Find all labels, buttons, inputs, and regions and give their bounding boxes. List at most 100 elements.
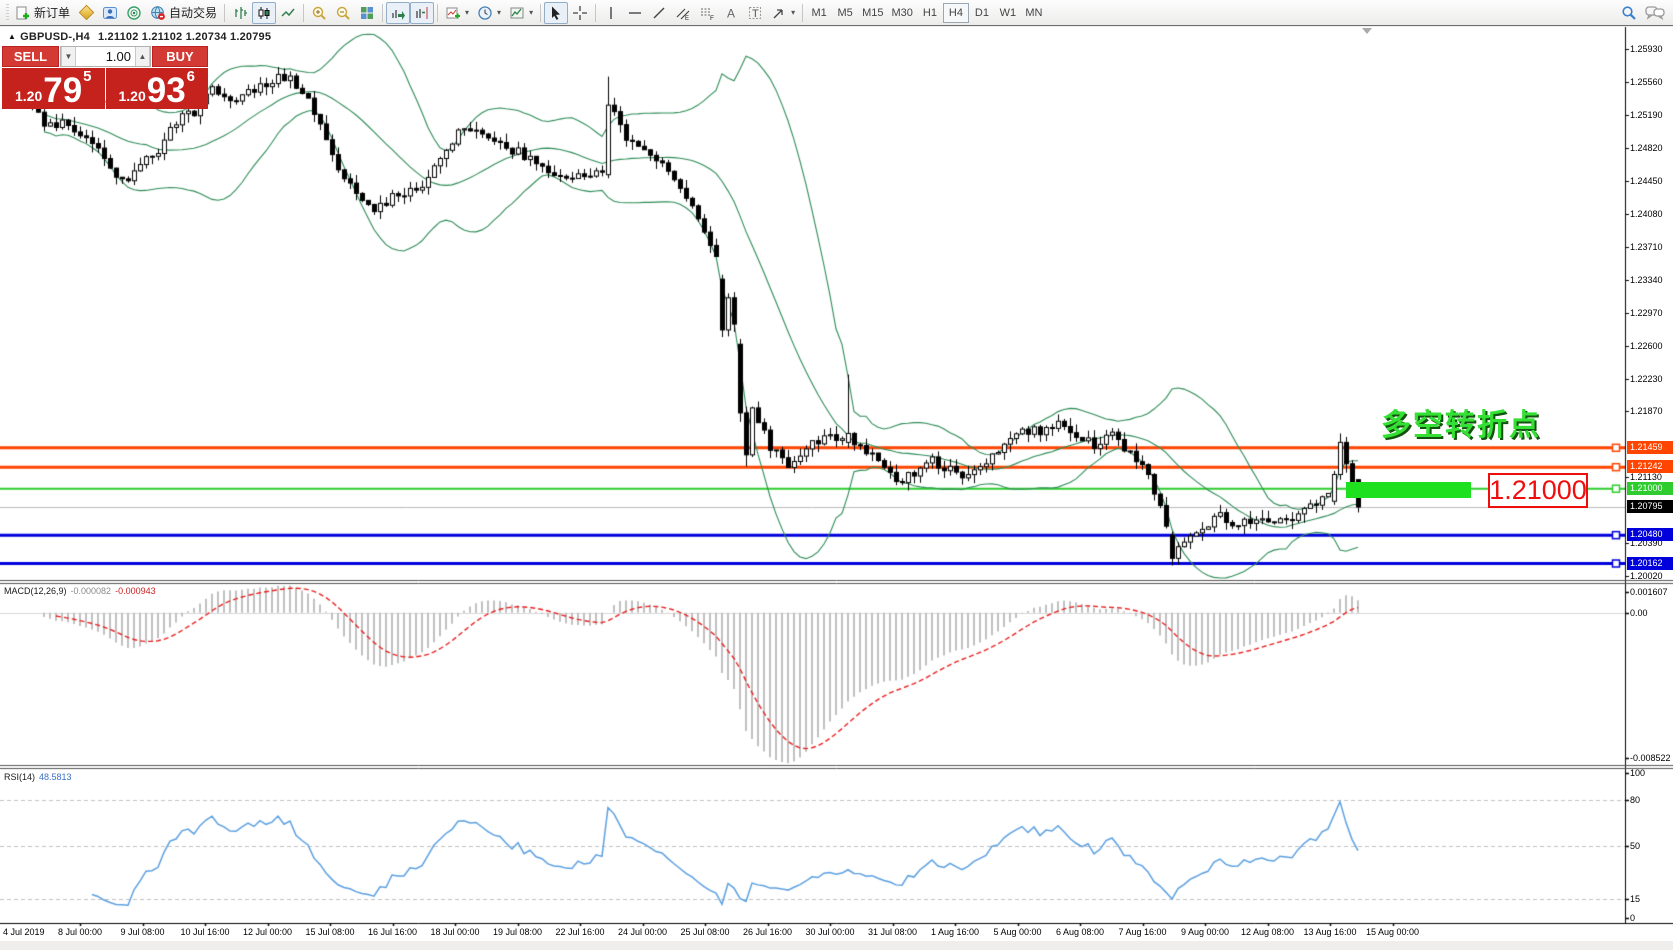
dropdown-caret: ▾	[497, 8, 502, 17]
sell-price-base: 1.20	[14, 88, 43, 104]
x-axis-label: 31 Jul 08:00	[867, 927, 918, 937]
timeframe-H4[interactable]: H4	[942, 2, 969, 23]
macd-value: -0.000082	[70, 586, 112, 596]
timeframe-W1[interactable]: W1	[999, 6, 1017, 19]
rsi-axis-label: 0	[1630, 913, 1636, 923]
search-button[interactable]	[1617, 2, 1641, 24]
macd-axis-zero: 0.00	[1630, 607, 1648, 618]
rsi-axis-label: 50	[1630, 840, 1641, 851]
zoom-out-button[interactable]	[331, 2, 355, 24]
timeframe-M15[interactable]: M15	[862, 6, 884, 19]
crosshair-button[interactable]	[568, 2, 592, 24]
periods-button[interactable]: ▾	[473, 2, 505, 24]
indicators-button[interactable]: ▾	[441, 2, 473, 24]
text-button[interactable]: A	[719, 2, 743, 24]
chart-shift-marker[interactable]	[1362, 28, 1372, 34]
annotation-text[interactable]: 多空转折点	[1381, 409, 1541, 442]
dropdown-caret: ▾	[791, 8, 796, 17]
x-axis-label: 30 Jul 00:00	[805, 927, 855, 937]
arrows-icon	[773, 8, 783, 18]
timeframe-D1[interactable]: D1	[974, 6, 989, 19]
sell-button[interactable]: SELL	[2, 46, 59, 67]
cursor-button[interactable]	[544, 1, 569, 24]
zoom-out-icon	[336, 6, 350, 20]
macd-label: MACD(12,26,9)	[4, 586, 67, 596]
chart-shift-button[interactable]	[410, 1, 435, 24]
vertical-line-icon	[610, 6, 612, 19]
strategy-tester-button[interactable]	[122, 2, 146, 24]
equidistant-channel-icon: E	[676, 8, 690, 21]
x-axis-label: 16 Jul 16:00	[367, 927, 418, 937]
y-axis-tick: 1.25930	[1630, 43, 1663, 54]
price-line-badge: 1.21459	[1627, 440, 1673, 454]
volume-input[interactable]	[76, 47, 135, 66]
y-axis-tick: 1.22230	[1630, 374, 1663, 385]
fibonacci-button[interactable]: F	[695, 2, 719, 24]
text-label-button[interactable]: T	[743, 2, 767, 24]
svg-text:F: F	[710, 15, 714, 21]
x-axis-label: 24 Jul 00:00	[617, 927, 668, 937]
new-order-label: 新订单	[34, 6, 71, 20]
trendline-button[interactable]	[647, 2, 671, 24]
toolbar: 新订单 自动交易 ▾ ▾	[0, 0, 1673, 26]
y-axis-tick: 1.24450	[1630, 175, 1663, 186]
candlestick-chart-button[interactable]	[252, 1, 277, 24]
templates-icon	[510, 7, 524, 18]
price-line-badge: 1.20480	[1627, 528, 1673, 542]
y-axis-tick: 1.24080	[1630, 208, 1663, 219]
timeframe-M5[interactable]: M5	[837, 6, 853, 19]
timeframe-H1[interactable]: H1	[922, 6, 937, 19]
rsi-axis-label: 80	[1630, 794, 1641, 805]
timeframe-M1[interactable]: M1	[811, 6, 827, 19]
x-axis-label: 26 Jul 16:00	[742, 927, 793, 937]
y-axis-tick: 1.20390	[1630, 538, 1663, 549]
fibonacci-icon: F	[701, 8, 714, 21]
templates-button[interactable]: ▾	[505, 2, 537, 24]
toolbar-separator	[595, 3, 597, 22]
y-axis-tick: 1.20020	[1630, 571, 1663, 582]
zoom-in-button[interactable]	[307, 2, 331, 24]
timeframe-M30[interactable]: M30	[891, 6, 913, 19]
y-axis-tick: 1.24820	[1630, 142, 1663, 153]
profiles-icon	[361, 6, 374, 19]
community-button[interactable]	[98, 2, 122, 24]
auto-scroll-button[interactable]	[386, 1, 411, 24]
timeframe-MN[interactable]: MN	[1025, 6, 1043, 19]
y-axis-tick: 1.23340	[1630, 275, 1663, 285]
svg-text:E: E	[685, 16, 689, 21]
bar-chart-button[interactable]	[228, 2, 252, 24]
horizontal-line-icon	[629, 11, 642, 14]
community-icon	[103, 6, 118, 19]
y-axis-tick: 1.25560	[1630, 76, 1663, 87]
toolbar-grip[interactable]	[6, 3, 9, 22]
horizontal-line-button[interactable]	[623, 2, 647, 24]
autotrading-button[interactable]: 自动交易	[146, 2, 221, 24]
toolbar-separator	[303, 3, 305, 22]
new-order-button[interactable]: 新订单	[11, 2, 74, 24]
metaeditor-button[interactable]	[74, 2, 98, 24]
price-label-box[interactable]: 1.21000	[1488, 473, 1588, 508]
crosshair-icon	[573, 5, 588, 20]
chat-button[interactable]	[1641, 2, 1669, 24]
new-order-icon	[16, 6, 29, 19]
rsi-axis-label: 15	[1630, 894, 1641, 905]
highlight-rectangle[interactable]	[1346, 482, 1471, 498]
arrows-button[interactable]: ▾	[767, 2, 799, 24]
sell-price-display[interactable]: 1.20 79 5	[2, 68, 105, 109]
volume-increase-button[interactable]: ▲	[135, 47, 150, 66]
volume-decrease-button[interactable]: ▼	[61, 47, 76, 66]
rsi-pane-label: RSI(14) 48.5813	[4, 772, 72, 782]
svg-text:T: T	[752, 8, 759, 20]
line-chart-button[interactable]	[276, 2, 300, 24]
strategy-tester-icon	[127, 5, 141, 20]
equidistant-channel-button[interactable]: E	[671, 2, 695, 24]
profiles-button[interactable]	[355, 2, 379, 24]
vertical-line-button[interactable]	[599, 2, 623, 24]
text-label-icon: T	[749, 6, 762, 20]
buy-button[interactable]: BUY	[152, 46, 208, 67]
collapse-panel-icon[interactable]: ▲	[8, 32, 17, 41]
buy-price-display[interactable]: 1.20 93 6	[105, 68, 208, 109]
chart-ohlc-values: 1.21102 1.21102 1.20734 1.20795	[97, 31, 272, 43]
